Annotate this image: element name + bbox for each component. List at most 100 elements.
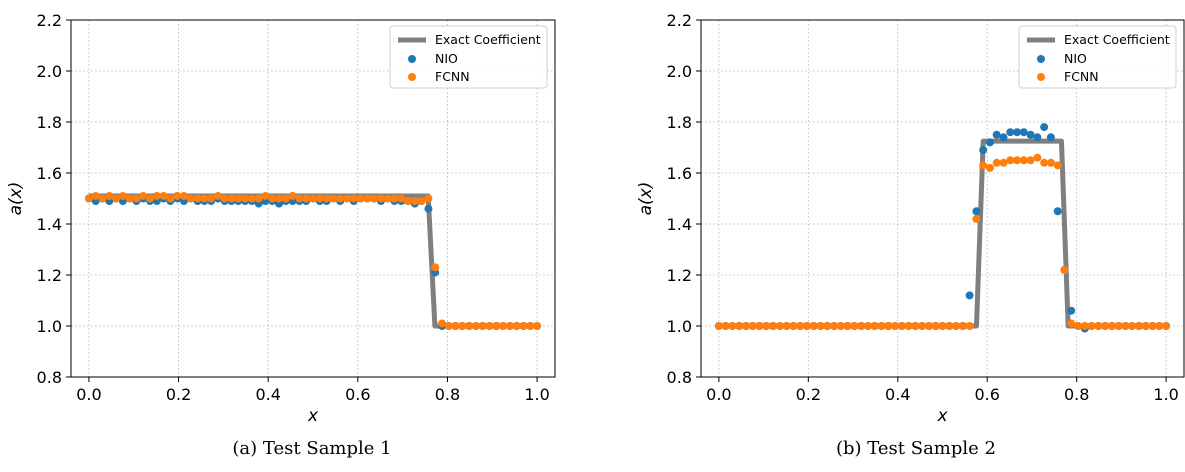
fcnn-point — [471, 322, 480, 330]
fcnn-point — [897, 322, 906, 330]
fcnn-point — [884, 322, 893, 330]
fcnn-point — [911, 322, 920, 330]
legend: Exact Coefficient NIO FCNN — [1018, 25, 1177, 89]
fcnn-point — [823, 322, 832, 330]
x-axis-label: x — [307, 406, 319, 426]
nio-point — [1033, 133, 1042, 142]
fcnn-point — [918, 322, 927, 330]
fcnn-point — [315, 194, 324, 203]
fcnn-point — [363, 194, 372, 203]
fcnn-point — [1033, 153, 1042, 162]
fcnn-point — [254, 194, 263, 203]
x-tick-label: 0.4 — [885, 385, 910, 404]
chart-panel-a: 0.0 0.2 0.4 0.6 0.8 1.0 0.8 1.0 1.2 1.4 1.6 1.8 2.0 2… — [0, 0, 592, 472]
fcnn-point — [146, 194, 155, 203]
fcnn-point — [288, 191, 297, 200]
nio-point — [999, 133, 1008, 142]
exact-coefficient-line — [718, 138, 1167, 329]
x-tick-label: 0.8 — [435, 385, 460, 404]
fcnn-point — [796, 322, 805, 330]
nio-point — [1013, 128, 1022, 137]
y-tick-label: 0.8 — [37, 368, 62, 387]
fcnn-point — [349, 194, 358, 203]
plot-area — [714, 123, 1171, 333]
fcnn-point — [877, 322, 886, 330]
y-tick-label: 1.6 — [667, 164, 692, 183]
chart-b: 0.0 0.2 0.4 0.6 0.8 1.0 0.8 1.0 1.2 1.4 1.6 1.8 2.0 2… — [636, 11, 1185, 426]
fcnn-point — [735, 322, 744, 330]
fcnn-point — [945, 322, 954, 330]
fcnn-point — [98, 194, 107, 203]
fcnn-point — [451, 322, 460, 330]
y-tick-label: 1.2 — [37, 266, 62, 285]
nio-point — [985, 138, 994, 147]
y-tick-label: 1.4 — [667, 215, 692, 234]
y-tick-label: 1.0 — [667, 317, 692, 336]
fcnn-point — [1141, 322, 1150, 330]
nio-point — [1046, 133, 1055, 142]
fcnn-point — [979, 161, 988, 170]
caption-a: (a) Test Sample 1 — [232, 438, 392, 459]
chart-panel-b: 0.0 0.2 0.4 0.6 0.8 1.0 0.8 1.0 1.2 1.4 1.6 1.8 2.0 2… — [592, 0, 1185, 472]
fcnn-point — [992, 158, 1001, 167]
chart-a: 0.0 0.2 0.4 0.6 0.8 1.0 0.8 1.0 1.2 1.4 1.6 1.8 2.0 2… — [6, 11, 556, 426]
x-tick-label: 1.0 — [524, 385, 549, 404]
y-tick-label: 1.4 — [37, 215, 62, 234]
grid — [701, 19, 1184, 378]
nio-point — [992, 130, 1001, 139]
legend-fcnn-label: FCNN — [1064, 69, 1099, 84]
x-tick-label: 0.8 — [1064, 385, 1089, 404]
fcnn-point — [1046, 158, 1055, 167]
legend-box — [1018, 25, 1177, 89]
legend-nio-label: NIO — [1064, 51, 1087, 66]
fcnn-point — [241, 194, 250, 203]
fcnn-point — [200, 194, 209, 203]
fcnn-point — [152, 191, 161, 200]
nio-point — [1053, 207, 1062, 216]
y-axis-label: a(x) — [636, 182, 656, 216]
legend-exact-label: Exact Coefficient — [1064, 32, 1170, 47]
plot-area — [84, 191, 542, 330]
fcnn-point — [762, 322, 771, 330]
fcnn-point — [410, 197, 419, 206]
fcnn-point — [438, 319, 447, 328]
fcnn-point — [714, 322, 723, 330]
fcnn-point — [870, 322, 879, 330]
fcnn-point — [478, 322, 487, 330]
fcnn-point — [444, 322, 453, 330]
fcnn-point — [193, 194, 202, 203]
fcnn-point — [816, 322, 825, 330]
fcnn-point — [836, 322, 845, 330]
x-tick-label: 0.6 — [974, 385, 999, 404]
y-tick-label: 1.8 — [667, 113, 692, 132]
plot-frame — [70, 19, 556, 378]
nio-point — [1067, 306, 1076, 315]
fcnn-point — [789, 322, 798, 330]
fcnn-point — [1094, 322, 1103, 330]
fcnn-point — [261, 191, 270, 200]
fcnn-point — [519, 322, 528, 330]
legend-nio-swatch — [1037, 55, 1045, 63]
fcnn-point — [1026, 156, 1035, 165]
fcnn-point — [782, 322, 791, 330]
fcnn-point — [809, 322, 818, 330]
fcnn-point — [931, 322, 940, 330]
fcnn-point — [775, 322, 784, 330]
fcnn-point — [1087, 322, 1096, 330]
fcnn-point — [741, 322, 750, 330]
fcnn-point — [1040, 158, 1049, 167]
fcnn-point — [179, 191, 188, 200]
fcnn-point — [302, 194, 311, 203]
fcnn-point — [356, 194, 365, 203]
fcnn-point — [1019, 156, 1028, 165]
fcnn-point — [390, 194, 399, 203]
fcnn-point — [1121, 322, 1130, 330]
x-tick-label: 0.2 — [166, 385, 191, 404]
plot-frame — [700, 19, 1185, 378]
x-tick-label: 1.0 — [1153, 385, 1178, 404]
nio-point — [1006, 128, 1015, 137]
fcnn-point — [721, 322, 730, 330]
fcnn-point — [1060, 265, 1069, 274]
legend: Exact Coefficient NIO FCNN — [389, 25, 548, 89]
fcnn-point — [336, 194, 345, 203]
